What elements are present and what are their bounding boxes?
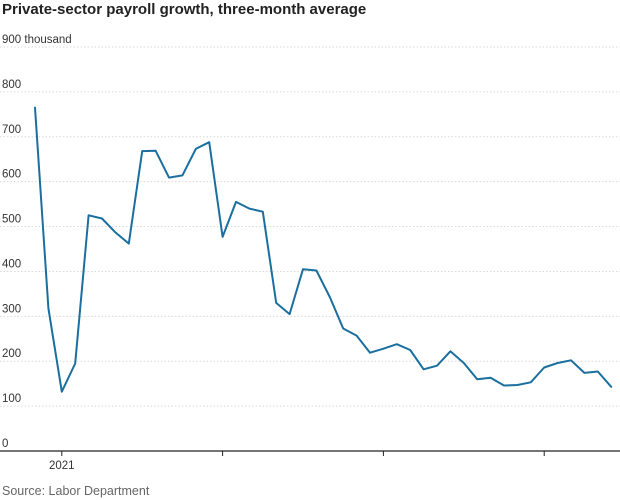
series-line-0 bbox=[34, 106, 613, 393]
line-chart: 0 100 200 300 400 500 600 700 800 900 thousand 20… bbox=[0, 34, 620, 472]
y-tick-label-200: 200 bbox=[2, 348, 21, 360]
y-tick-label-600: 600 bbox=[2, 169, 21, 181]
y-tick-label-0: 0 bbox=[2, 438, 8, 450]
source-note: Source: Labor Department bbox=[2, 484, 150, 498]
y-tick-label-800: 800 bbox=[2, 79, 21, 91]
y-axis-tick-labels: 0 100 200 300 400 500 600 700 800 900 thousand bbox=[2, 34, 72, 450]
y-tick-label-900: 900 thousand bbox=[2, 34, 72, 46]
x-tick-label-0: 2021 bbox=[49, 460, 75, 472]
y-tick-label-700: 700 bbox=[2, 124, 21, 136]
x-axis: 2021’24 bbox=[0, 450, 620, 472]
chart-title: Private-sector payroll growth, three-mon… bbox=[2, 1, 367, 18]
y-tick-label-500: 500 bbox=[2, 214, 21, 226]
series-group bbox=[34, 106, 613, 393]
gridlines bbox=[0, 46, 620, 407]
y-tick-label-300: 300 bbox=[2, 303, 21, 315]
y-tick-label-400: 400 bbox=[2, 258, 21, 270]
y-tick-label-100: 100 bbox=[2, 393, 21, 405]
